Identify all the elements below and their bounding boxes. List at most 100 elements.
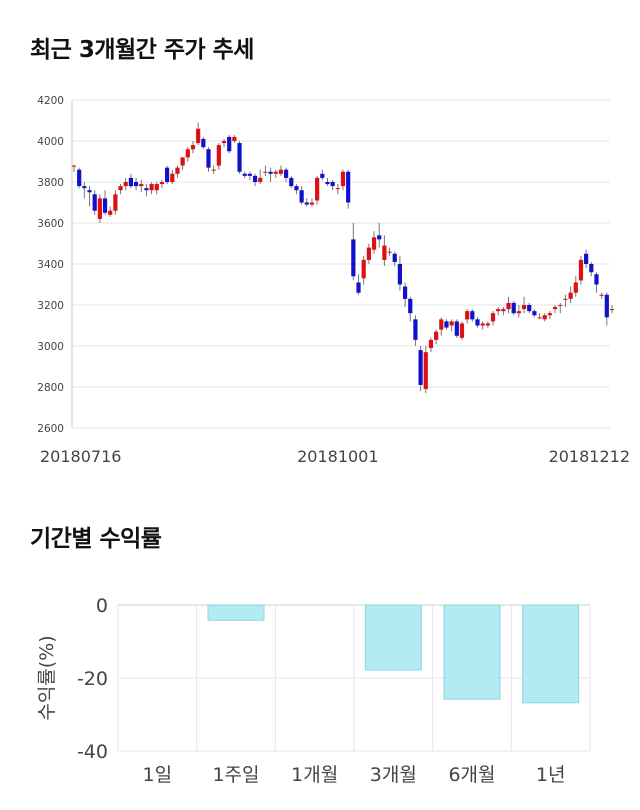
candle (454, 319, 459, 338)
candle (444, 319, 449, 330)
candle-body (165, 167, 170, 182)
price-y-tick-label: 3200 (37, 300, 64, 312)
candle (604, 292, 609, 326)
candle-body (604, 294, 609, 318)
candle-body (578, 259, 584, 281)
candle-body (402, 286, 408, 299)
return-bar (364, 604, 422, 671)
candle-body (361, 259, 366, 279)
returns-y-tick-labels: 0 -20 -40 (77, 595, 108, 763)
candle (439, 317, 444, 336)
candle-body (144, 188, 149, 191)
candle (511, 300, 516, 316)
candle-body (139, 184, 144, 187)
candle-body (82, 186, 87, 189)
candle (392, 251, 397, 267)
candle-body (159, 182, 165, 185)
candle-body (289, 177, 294, 187)
candle-body (501, 309, 506, 312)
candle-body (113, 194, 118, 211)
returns-x-tick-labels: 1일 1주일 1개월 3개월 6개월 1년 (143, 764, 566, 786)
return-bars (207, 604, 580, 704)
candle-body (149, 184, 154, 191)
candle (190, 141, 196, 154)
candle-body (470, 311, 475, 320)
candle (485, 321, 490, 328)
candle-body (609, 309, 615, 311)
candle (299, 186, 304, 205)
candle (159, 179, 165, 189)
candle-body (428, 339, 434, 349)
candle-body (568, 292, 573, 299)
returns-x-tick-label: 1주일 (212, 764, 259, 786)
candle (273, 169, 278, 178)
return-bar (443, 604, 501, 700)
candle-body (434, 331, 439, 340)
candle (346, 169, 351, 209)
candle (144, 184, 149, 197)
candle (578, 255, 584, 285)
candle (532, 309, 537, 318)
candle (418, 346, 423, 392)
candle (340, 169, 346, 191)
candle (402, 282, 408, 308)
price-y-tick-label: 3400 (37, 259, 64, 271)
price-y-tick-label: 4200 (37, 95, 64, 107)
candle-body (496, 309, 501, 312)
candle-body (71, 165, 77, 167)
candle-body (175, 167, 180, 174)
candle-body (227, 136, 232, 152)
candle (289, 175, 294, 189)
price-y-tick-label: 4000 (37, 136, 64, 148)
candle-body (506, 302, 511, 310)
candle-body (573, 282, 578, 293)
returns-x-tick-label: 3개월 (370, 764, 417, 786)
candle (563, 294, 568, 308)
candle-body (387, 251, 392, 253)
candle (521, 296, 527, 314)
candle-body (449, 321, 454, 326)
candle-body (459, 323, 465, 338)
candle (180, 157, 185, 170)
candle (315, 175, 320, 205)
candle (108, 206, 113, 217)
candle (133, 177, 139, 191)
candle-body (273, 171, 278, 174)
return-bar (207, 604, 265, 621)
candle-body (589, 264, 594, 273)
candle-body (97, 198, 102, 219)
candle (361, 255, 366, 285)
candle (547, 311, 553, 320)
candle (247, 171, 252, 180)
return-bar (522, 604, 580, 704)
candle (552, 305, 558, 314)
candle (263, 165, 268, 176)
candle-body (283, 169, 289, 178)
candle-body (366, 247, 371, 260)
candle (594, 272, 599, 293)
candle-body (278, 169, 284, 174)
candle (118, 184, 123, 195)
price-x-tick-label: 20180716 (40, 447, 121, 466)
returns-y-tick-label: 0 (96, 595, 108, 617)
candle (397, 255, 403, 291)
candle-body (413, 319, 418, 340)
candle (232, 134, 237, 144)
candle (283, 167, 289, 182)
candle-body (206, 149, 211, 168)
candle-body (490, 313, 496, 322)
candle-body (263, 171, 268, 173)
candle-body (77, 169, 82, 187)
candle-body (108, 210, 113, 215)
candle-body (170, 173, 175, 182)
candle-body (196, 128, 201, 144)
candle-body (599, 294, 604, 296)
candle-body (351, 239, 356, 277)
returns-x-tick-label: 6개월 (448, 764, 495, 786)
candle-body (325, 182, 330, 185)
candle (609, 305, 615, 314)
candle (320, 169, 325, 180)
candle-body (268, 171, 273, 174)
candle (480, 321, 485, 330)
candle (423, 346, 428, 394)
